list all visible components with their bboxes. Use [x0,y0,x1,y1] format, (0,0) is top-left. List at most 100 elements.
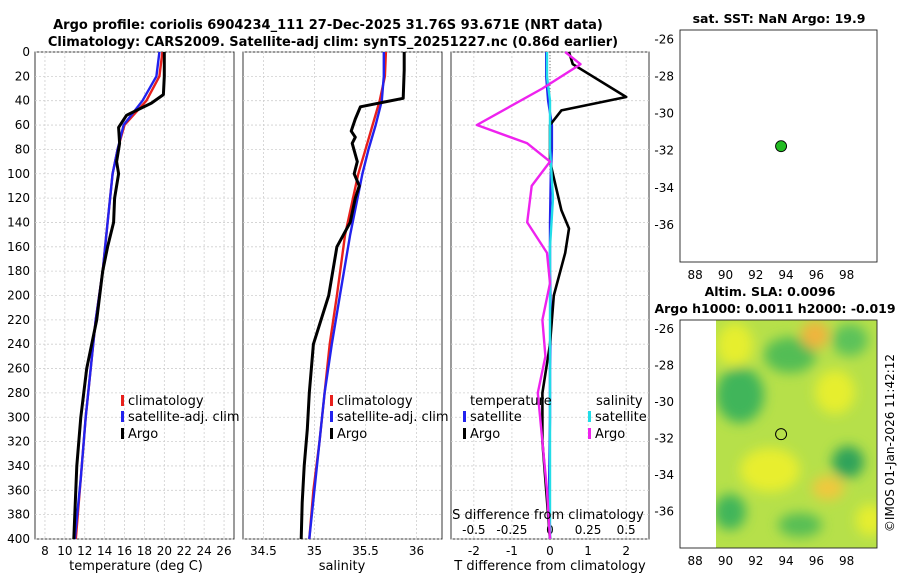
depth-tick-label: 220 [7,313,30,327]
depth-tick-label: 40 [15,94,30,108]
depth-tick-label: 260 [7,362,30,376]
sst-map-title: sat. SST: NaN Argo: 19.9 [693,11,866,26]
map-y-tick: -36 [654,218,674,232]
depth-tick-label: 200 [7,289,30,303]
sla-heatmap [716,320,877,548]
figure-title-line2: Climatology: CARS2009. Satellite-adj cli… [48,35,618,50]
map-x-tick: 90 [718,554,733,568]
map-y-tick: -36 [654,505,674,519]
map-y-tick: -26 [654,32,674,46]
depth-tick-label: 20 [15,69,30,83]
x-tick-label: 8 [41,544,49,558]
depth-tick-label: 60 [15,118,30,132]
depth-tick-label: 140 [7,215,30,229]
depth-tick-label: 380 [7,508,30,522]
difference-top-label: S difference from climatology [452,508,644,523]
map-x-tick: 94 [778,268,793,282]
depth-tick-label: 300 [7,410,30,424]
map-x-tick: 98 [839,554,854,568]
map-x-tick: 88 [688,554,703,568]
figure-title-line1: Argo profile: coriolis 6904234_111 27-De… [53,18,603,33]
legend-t-argo: Argo [470,427,500,442]
temperature-legend: climatology satellite-adj. clim Argo [121,394,240,442]
map-y-tick: -28 [654,69,674,83]
imos-stamp: ©IMOS 01-Jan-2026 11:42:12 [883,354,897,532]
legend-satellite-swatch [330,411,333,422]
legend-s-satellite-swatch [588,411,591,422]
x-tick-label: 0 [546,544,554,558]
s-top-tick-label: -0.5 [462,523,485,537]
depth-tick-label: 80 [15,142,30,156]
series-satellite-adj-clim [308,52,385,540]
x-tick-label: 24 [197,544,212,558]
map-y-tick: -32 [654,144,674,158]
legend-s-argo-swatch [588,428,591,439]
legend-s-argo: Argo [595,427,625,442]
map-x-tick: 88 [688,268,703,282]
legend-t-satellite-swatch [463,411,466,422]
x-tick-label: 34.5 [250,544,277,558]
x-tick-label: 35.5 [352,544,379,558]
x-tick-label: -1 [506,544,518,558]
x-tick-label: 26 [216,544,231,558]
x-tick-label: 12 [77,544,92,558]
depth-tick-label: 120 [7,191,30,205]
legend-climatology: climatology [337,394,413,409]
x-tick-label: 2 [622,544,630,558]
depth-tick-label: 340 [7,459,30,473]
s-top-tick-label: 0.5 [617,523,636,537]
x-tick-label: 10 [57,544,72,558]
temperature-xlabel: temperature (deg C) [69,559,203,574]
series-s-satellite [545,52,555,539]
legend-salinity-title: salinity [596,394,643,409]
legend-t-satellite: satellite [470,410,522,425]
depth-tick-label: 180 [7,264,30,278]
legend-satellite-swatch [121,411,124,422]
legend-argo: Argo [128,427,158,442]
series-s-argo [475,51,582,540]
map-x-tick: 96 [809,554,824,568]
depth-tick-label: 240 [7,337,30,351]
legend-climatology-swatch [121,395,124,406]
legend-satellite: satellite-adj. clim [128,410,240,425]
argo-position-marker [775,140,788,153]
depth-tick-label: 100 [7,167,30,181]
series-t-argo [541,51,628,540]
depth-tick-label: 280 [7,386,30,400]
depth-tick-label: 0 [22,45,30,59]
legend-argo: Argo [337,427,367,442]
map-x-tick: 96 [809,268,824,282]
s-top-tick-label: -0.25 [496,523,527,537]
x-tick-label: 1 [584,544,592,558]
salinity-legend: climatology satellite-adj. clim Argo [330,394,449,442]
legend-s-satellite: satellite [595,410,647,425]
salinity-xlabel: salinity [319,559,366,574]
series-argo [72,52,166,540]
x-tick-label: 20 [157,544,172,558]
x-tick-label: 22 [177,544,192,558]
legend-t-argo-swatch [463,428,466,439]
series-satellite-adj-clim [73,51,161,540]
series-argo [299,52,406,540]
legend-argo-swatch [121,428,124,439]
map-y-tick: -34 [654,181,674,195]
sla-map-frame [679,319,878,549]
legend-argo-swatch [330,428,333,439]
map-x-tick: 94 [778,554,793,568]
x-tick-label: 35 [307,544,322,558]
difference-legend: temperature salinity satellite Argo sate… [463,394,647,442]
map-x-tick: 98 [839,268,854,282]
x-tick-label: 14 [97,544,112,558]
x-tick-label: 16 [117,544,132,558]
legend-temperature-title: temperature [470,394,552,409]
depth-tick-label: 160 [7,240,30,254]
x-tick-label: 18 [137,544,152,558]
sst-map-frame [679,29,878,263]
map-y-tick: -28 [654,359,674,373]
depth-axis: 0 20 40 60 80 100 120 140 160 180 200 220 240 260 280 3… [7,45,30,546]
x-tick-label: 36 [409,544,424,558]
map-y-tick: -30 [654,107,674,121]
map-x-tick: 92 [748,554,763,568]
difference-xlabel: T difference from climatology [453,559,646,574]
